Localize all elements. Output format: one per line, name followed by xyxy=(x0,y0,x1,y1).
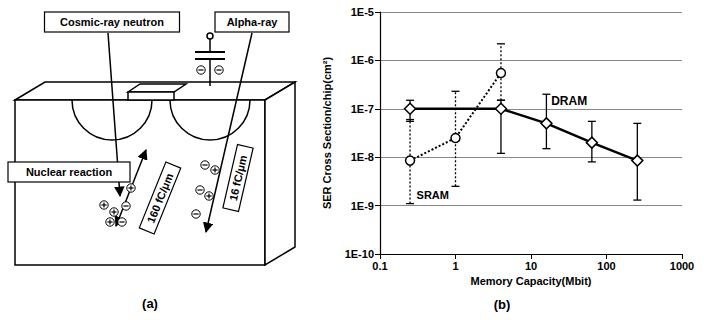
svg-text:0.1: 0.1 xyxy=(372,260,387,272)
svg-text:(a): (a) xyxy=(142,296,158,311)
svg-text:1E-7: 1E-7 xyxy=(351,103,374,115)
svg-text:Nuclear reaction: Nuclear reaction xyxy=(26,166,112,178)
svg-text:10: 10 xyxy=(525,260,537,272)
svg-text:1E-10: 1E-10 xyxy=(345,248,374,260)
svg-text:1: 1 xyxy=(452,260,458,272)
svg-text:1E-8: 1E-8 xyxy=(351,151,374,163)
svg-text:1000: 1000 xyxy=(670,260,694,272)
svg-text:16 fC/μm: 16 fC/μm xyxy=(227,154,249,202)
svg-text:1E-9: 1E-9 xyxy=(351,200,374,212)
svg-text:1E-5: 1E-5 xyxy=(351,6,374,18)
svg-text:Cosmic-ray neutron: Cosmic-ray neutron xyxy=(60,16,164,28)
svg-text:Alpha-ray: Alpha-ray xyxy=(227,16,279,28)
svg-text:160 fC/μm: 160 fC/μm xyxy=(145,171,176,224)
svg-text:DRAM: DRAM xyxy=(551,94,587,108)
svg-text:Memory Capacity(Mbit): Memory Capacity(Mbit) xyxy=(470,275,591,287)
svg-text:SRAM: SRAM xyxy=(417,189,449,201)
svg-text:SER Cross Section/chip(cm²): SER Cross Section/chip(cm²) xyxy=(321,57,333,210)
svg-text:1E-6: 1E-6 xyxy=(351,54,374,66)
svg-text:100: 100 xyxy=(597,260,615,272)
svg-text:(b): (b) xyxy=(494,297,511,312)
